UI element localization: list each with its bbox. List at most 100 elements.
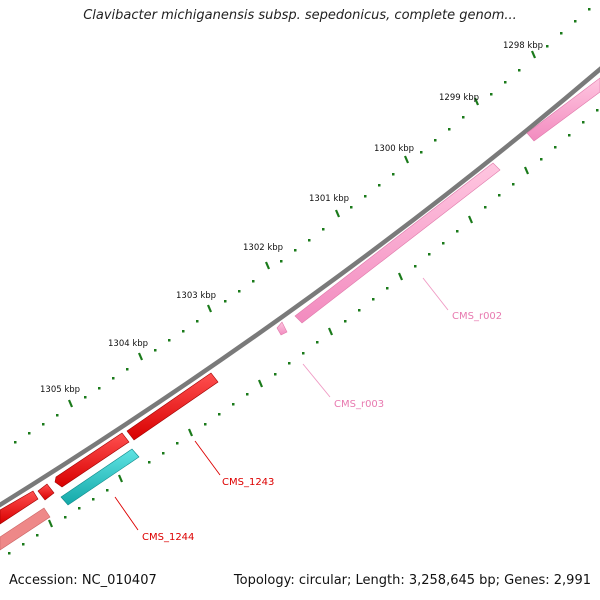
ruler-labels: 1298 kbp 1299 kbp 1300 kbp 1301 kbp 1302…	[40, 41, 543, 395]
major-tick	[47, 519, 54, 528]
callout-line-cms-r002	[422, 277, 449, 311]
feature-cms-1243[interactable]	[126, 372, 219, 441]
tick	[92, 498, 95, 501]
ruler-label: 1299 kbp	[439, 93, 479, 103]
tick	[448, 128, 451, 131]
feature-cms-r003[interactable]	[276, 321, 288, 336]
callout-line-cms-1244	[114, 496, 139, 531]
tick	[568, 134, 571, 137]
tick	[274, 373, 277, 376]
accession-text: Accession: NC_010407	[9, 573, 157, 588]
tick	[554, 146, 557, 149]
tick	[126, 368, 129, 371]
feature-arrow	[126, 372, 219, 441]
feature-cms-r002[interactable]	[294, 77, 600, 324]
tick	[574, 20, 577, 23]
tick	[540, 158, 543, 161]
tick	[28, 432, 31, 435]
ruler-label: 1300 kbp	[374, 144, 414, 154]
tick	[308, 239, 311, 242]
tick	[434, 139, 437, 142]
tick	[442, 242, 445, 245]
feature-gene-red[interactable]	[54, 432, 130, 488]
major-tick	[403, 155, 410, 164]
tick	[224, 300, 227, 303]
major-tick	[257, 379, 264, 388]
tick	[358, 309, 361, 312]
tick	[456, 230, 459, 233]
genome-backbone	[0, 66, 600, 508]
tick	[372, 298, 375, 301]
feature-gene-red[interactable]	[37, 483, 55, 501]
tick	[252, 280, 255, 283]
topology-text: Topology: circular; Length: 3,258,645 bp…	[233, 573, 591, 588]
tick	[84, 396, 87, 399]
tick	[112, 377, 115, 380]
ruler-label: 1302 kbp	[243, 243, 283, 253]
feature-label-cms-r003: CMS_r003	[334, 399, 384, 410]
feature-arrow	[60, 448, 140, 506]
major-tick	[327, 327, 334, 336]
tick	[14, 441, 17, 444]
major-tick	[334, 209, 341, 218]
inner-tick-ring	[8, 109, 599, 555]
feature-label-cms-r002: CMS_r002	[452, 311, 502, 322]
major-tick	[467, 215, 474, 224]
tick	[518, 69, 521, 72]
tick	[364, 195, 367, 198]
tick	[8, 552, 11, 555]
tick	[204, 423, 207, 426]
tick	[490, 93, 493, 96]
tick	[504, 81, 507, 84]
major-tick	[137, 352, 144, 361]
tick	[176, 442, 179, 445]
ruler-label: 1304 kbp	[108, 339, 148, 349]
tick	[154, 349, 157, 352]
tick	[148, 461, 151, 464]
feature-gene-red[interactable]	[0, 490, 39, 525]
tick	[512, 183, 515, 186]
tick	[484, 206, 487, 209]
tick	[218, 413, 221, 416]
feature-cms-1244[interactable]	[60, 448, 140, 506]
callout-lines	[114, 277, 449, 531]
tick	[238, 290, 241, 293]
tick	[414, 265, 417, 268]
major-tick	[473, 97, 480, 106]
ruler-label: 1298 kbp	[503, 41, 543, 51]
feature-arrow	[294, 162, 501, 324]
tick	[392, 173, 395, 176]
tick	[162, 452, 165, 455]
outer-tick-ring	[14, 8, 591, 444]
tick	[182, 330, 185, 333]
tick	[42, 423, 45, 426]
tick	[232, 403, 235, 406]
tick	[428, 253, 431, 256]
tick	[246, 393, 249, 396]
major-tick	[264, 261, 271, 270]
tick	[22, 543, 25, 546]
feature-labels: CMS_r002 CMS_r003 CMS_1243 CMS_1244	[142, 311, 502, 543]
feature-gene-faded[interactable]	[0, 507, 51, 551]
tick	[280, 260, 283, 263]
tick	[98, 387, 101, 390]
tick	[560, 32, 563, 35]
tick	[78, 507, 81, 510]
feature-label-cms-1243: CMS_1243	[222, 477, 274, 488]
feature-arrow-partial	[526, 77, 600, 142]
tick	[498, 194, 501, 197]
tick	[316, 341, 319, 344]
major-tick	[187, 428, 194, 437]
tick	[546, 45, 549, 48]
major-tick	[523, 166, 530, 175]
tick	[350, 206, 353, 209]
tick	[302, 352, 305, 355]
tick	[462, 116, 465, 119]
major-tick	[67, 399, 74, 408]
callout-line-cms-r003	[302, 363, 331, 398]
tick	[168, 339, 171, 342]
feature-label-cms-1244: CMS_1244	[142, 532, 194, 543]
tick	[378, 184, 381, 187]
tick	[596, 109, 599, 112]
